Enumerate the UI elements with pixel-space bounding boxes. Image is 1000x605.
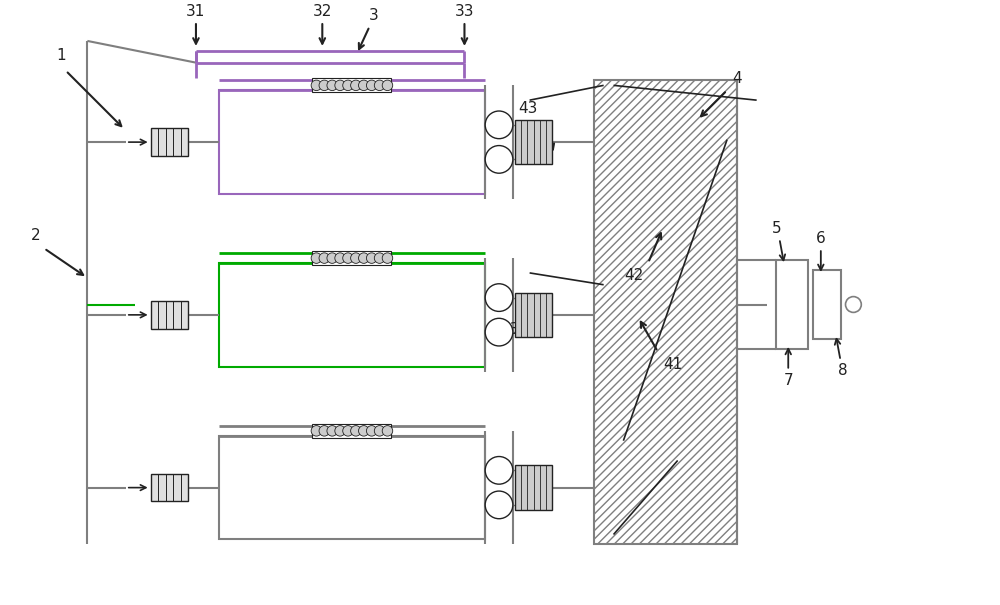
Circle shape xyxy=(343,80,353,91)
Bar xyxy=(312,79,391,92)
Text: 3: 3 xyxy=(369,8,379,23)
Bar xyxy=(151,474,188,502)
Bar xyxy=(151,128,188,156)
Text: 6: 6 xyxy=(816,231,826,246)
Circle shape xyxy=(311,80,322,91)
Bar xyxy=(515,120,552,165)
Circle shape xyxy=(343,425,353,436)
Bar xyxy=(594,80,737,544)
Circle shape xyxy=(319,425,330,436)
Circle shape xyxy=(351,253,361,263)
Text: 8: 8 xyxy=(838,363,847,378)
Circle shape xyxy=(366,425,377,436)
Circle shape xyxy=(319,80,330,91)
Text: 31: 31 xyxy=(186,4,206,19)
Circle shape xyxy=(351,80,361,91)
Circle shape xyxy=(311,425,322,436)
Circle shape xyxy=(327,80,337,91)
Text: 2: 2 xyxy=(31,228,41,243)
Circle shape xyxy=(374,253,385,263)
Circle shape xyxy=(319,253,330,263)
Bar xyxy=(813,270,841,339)
Circle shape xyxy=(359,80,369,91)
Circle shape xyxy=(327,425,337,436)
Circle shape xyxy=(359,425,369,436)
Text: 43: 43 xyxy=(500,322,520,337)
Circle shape xyxy=(374,425,385,436)
Text: 1: 1 xyxy=(56,48,66,63)
Circle shape xyxy=(335,80,345,91)
Text: 33: 33 xyxy=(455,4,474,19)
Circle shape xyxy=(485,318,513,346)
Circle shape xyxy=(485,111,513,139)
Circle shape xyxy=(382,80,393,91)
Circle shape xyxy=(485,284,513,312)
Circle shape xyxy=(485,491,513,518)
Bar xyxy=(312,251,391,265)
Bar xyxy=(776,260,808,349)
Bar xyxy=(515,465,552,510)
Circle shape xyxy=(351,425,361,436)
Text: 42: 42 xyxy=(624,268,643,283)
Circle shape xyxy=(846,296,861,312)
Circle shape xyxy=(485,457,513,484)
Bar xyxy=(219,90,485,194)
Text: 32: 32 xyxy=(313,4,332,19)
Bar xyxy=(312,424,391,438)
Circle shape xyxy=(382,253,393,263)
Circle shape xyxy=(343,253,353,263)
Bar xyxy=(151,301,188,329)
Circle shape xyxy=(382,425,393,436)
Circle shape xyxy=(335,253,345,263)
Circle shape xyxy=(374,80,385,91)
Circle shape xyxy=(366,80,377,91)
Text: 5: 5 xyxy=(772,221,781,237)
Bar xyxy=(219,263,485,367)
Circle shape xyxy=(311,253,322,263)
Text: 7: 7 xyxy=(783,373,793,388)
Circle shape xyxy=(359,253,369,263)
Bar xyxy=(515,293,552,337)
Text: 4: 4 xyxy=(732,71,742,87)
Circle shape xyxy=(366,253,377,263)
Circle shape xyxy=(335,425,345,436)
Text: 43: 43 xyxy=(518,101,538,116)
Text: 41: 41 xyxy=(663,357,682,372)
Bar xyxy=(219,436,485,540)
Circle shape xyxy=(327,253,337,263)
Circle shape xyxy=(485,146,513,173)
